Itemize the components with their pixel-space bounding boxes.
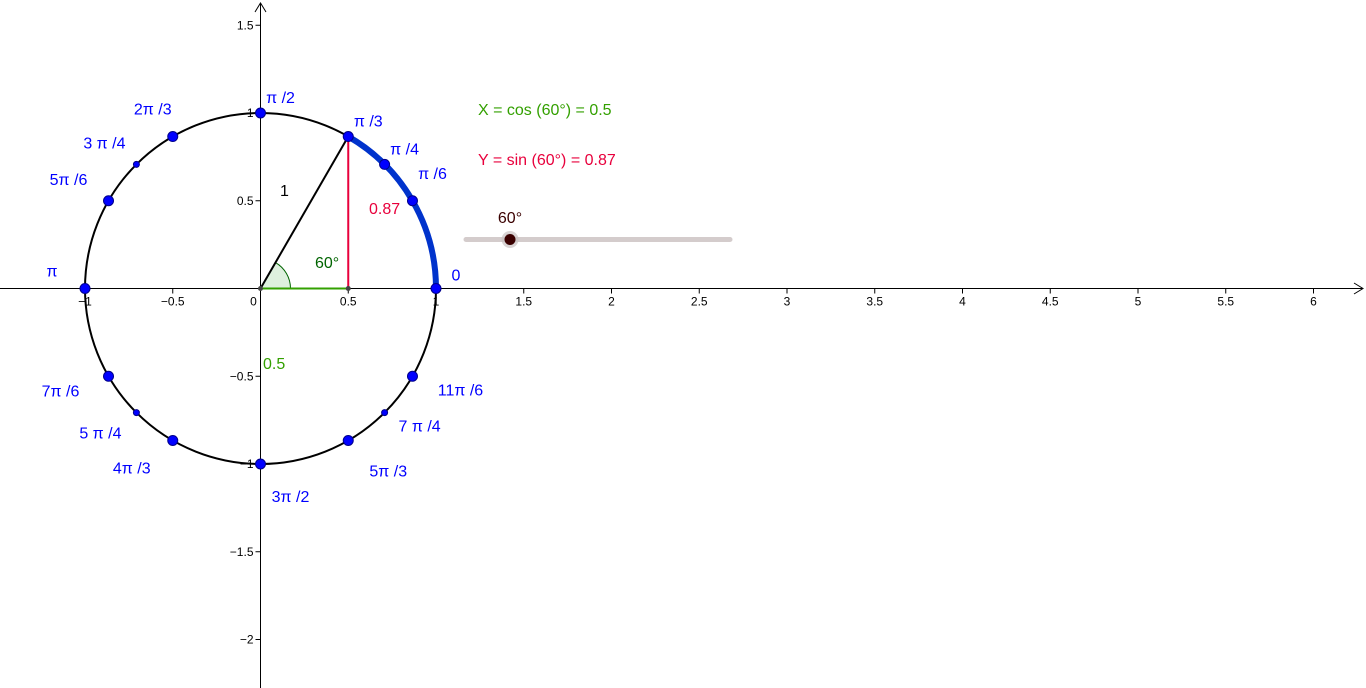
x-tick-label: −0.5 bbox=[161, 295, 185, 309]
circle-point-label: 3π /2 bbox=[272, 489, 310, 506]
circle-point[interactable] bbox=[379, 158, 391, 170]
x-tick-label: 5 bbox=[1135, 295, 1142, 309]
circle-point[interactable] bbox=[132, 160, 140, 168]
x-tick-label: 4.5 bbox=[1042, 295, 1059, 309]
sin-equation-text: Y = sin (60°) = 0.87 bbox=[478, 152, 616, 169]
x-tick-label: 0.5 bbox=[340, 295, 357, 309]
y-tick-label: 1.5 bbox=[237, 18, 254, 32]
circle-point[interactable] bbox=[342, 434, 354, 446]
x-tick-label: 2.5 bbox=[691, 295, 708, 309]
slider-value-label: 60° bbox=[498, 210, 522, 227]
y-tick-label: −0.5 bbox=[230, 369, 254, 383]
x-axis-arrow bbox=[1353, 282, 1364, 295]
circle-point[interactable] bbox=[255, 107, 266, 119]
x-tick-label: 0 bbox=[250, 295, 257, 309]
angle-sector bbox=[259, 261, 292, 289]
cos-equation-text: X = cos (60°) = 0.5 bbox=[478, 102, 612, 119]
circle-point[interactable] bbox=[342, 131, 354, 143]
circle-point-label: 11π /6 bbox=[438, 382, 484, 399]
x-tick-label: 3 bbox=[784, 295, 791, 309]
circle-point[interactable] bbox=[79, 283, 91, 294]
circle-point[interactable] bbox=[255, 458, 266, 470]
circle-point[interactable] bbox=[167, 434, 179, 446]
circle-point[interactable] bbox=[406, 195, 418, 207]
circle-point-label: 5 π /4 bbox=[79, 426, 121, 443]
slider-knob[interactable] bbox=[504, 234, 516, 245]
circle-point-label: π bbox=[46, 264, 57, 281]
cos-value-label: 0.5 bbox=[263, 356, 285, 373]
circle-point-label: 5π /6 bbox=[50, 172, 88, 189]
circle-point-label: π /6 bbox=[418, 166, 447, 183]
circle-point-label: 0 bbox=[452, 268, 461, 285]
y-tick-label: −1.5 bbox=[230, 545, 254, 559]
x-tick-label: 5.5 bbox=[1217, 295, 1234, 309]
circle-point-label: π /4 bbox=[390, 141, 419, 158]
circle-point-label: 4π /3 bbox=[113, 460, 151, 477]
x-tick-label: 1.5 bbox=[515, 295, 532, 309]
x-tick-label: 4 bbox=[959, 295, 966, 309]
sin-value-label: 0.87 bbox=[369, 201, 400, 218]
circle-point-label: 7 π /4 bbox=[399, 419, 441, 436]
cos-foot-point bbox=[345, 286, 351, 291]
circle-point-label: 5π /3 bbox=[369, 463, 407, 480]
origin-point bbox=[258, 286, 263, 291]
circle-point[interactable] bbox=[406, 370, 418, 382]
y-tick-label: −2 bbox=[240, 633, 254, 647]
circle-point[interactable] bbox=[167, 131, 179, 143]
x-axis-ticks: −1 −0.5 0 0.5 1 1.5 2 2.5 3 3.5 4 4.5 5 5.5 6 bbox=[78, 288, 1317, 309]
circle-point-label: 3 π /4 bbox=[83, 135, 125, 152]
circle-point[interactable] bbox=[430, 283, 442, 294]
circle-point[interactable] bbox=[381, 409, 389, 417]
radius-segment bbox=[259, 136, 350, 290]
circle-point-label: 7π /6 bbox=[42, 383, 80, 400]
circle-point-label: π /2 bbox=[266, 90, 295, 107]
circle-point[interactable] bbox=[103, 370, 115, 382]
circle-point-label: 2π /3 bbox=[134, 102, 172, 119]
unit-circle-points: 0 π /6 π /4 π /3 π /2 2π /3 3 π /4 5π /6 π 7π /6 5… bbox=[42, 90, 484, 506]
circle-point[interactable] bbox=[132, 409, 140, 417]
x-tick-label: 3.5 bbox=[866, 295, 883, 309]
x-tick-label: 6 bbox=[1310, 295, 1317, 309]
circle-point[interactable] bbox=[103, 195, 115, 207]
angle-label: 60° bbox=[315, 255, 339, 272]
radius-label: 1 bbox=[280, 183, 289, 200]
angle-slider[interactable]: 60° bbox=[463, 210, 733, 248]
circle-point-label: π /3 bbox=[354, 114, 383, 131]
y-axis-arrow bbox=[254, 2, 267, 13]
x-tick-label: 2 bbox=[608, 295, 615, 309]
y-tick-label: 0.5 bbox=[237, 194, 254, 208]
